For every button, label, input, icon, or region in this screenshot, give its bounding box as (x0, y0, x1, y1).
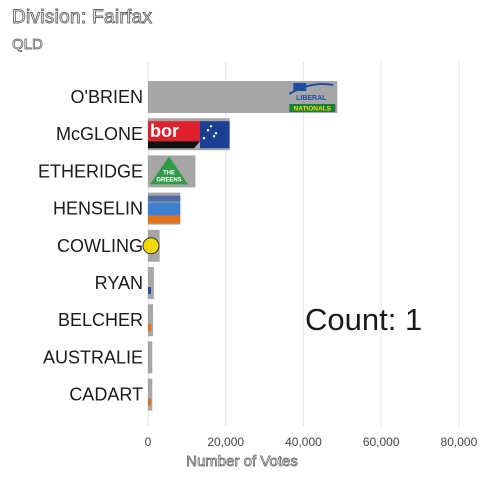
y-category-label: BELCHER (58, 310, 143, 330)
labor-logo: bor (148, 121, 230, 149)
greens-text-1: THE (163, 170, 175, 176)
y-category-label: COWLING (57, 236, 143, 256)
count-label: Count: 1 (305, 302, 423, 337)
x-tick-label: 60,000 (363, 435, 400, 449)
logo-circle (142, 237, 160, 255)
bar (148, 304, 154, 337)
bar (148, 267, 154, 299)
liberal-text: LIBERAL (296, 95, 327, 102)
liberal-nationals-logo: LIBERAL NATIONALS (284, 81, 337, 113)
logo-bottom-band (148, 215, 181, 224)
y-category-label: O'BRIEN (71, 87, 143, 107)
label-layer: 0 20,000 40,000 60,000 80,000 O'BRIEN McGLONE E… (38, 87, 478, 449)
x-tick-label: 80,000 (441, 435, 478, 449)
y-category-label: ETHERIDGE (38, 161, 143, 181)
y-category-label: McGLONE (56, 124, 143, 144)
x-tick-label: 40,000 (285, 435, 322, 449)
flag-star (206, 129, 210, 132)
labor-flag (200, 121, 230, 149)
labor-red-block (148, 121, 200, 142)
greens-text-2: GREENS (156, 177, 181, 183)
grid-layer (147, 62, 460, 426)
flag-star (212, 135, 216, 138)
flag-star (214, 132, 218, 135)
cowling-party-logo (142, 237, 160, 255)
bar (148, 378, 153, 411)
labor-text: bor (150, 121, 179, 141)
x-tick-label: 0 (145, 435, 152, 449)
y-category-label: HENSELIN (53, 199, 143, 219)
nationals-text: NATIONALS (294, 106, 332, 113)
flag-star (209, 125, 213, 128)
chart-title: Division: Fairfax (12, 7, 153, 29)
logo-mid-band (148, 202, 181, 216)
y-category-label: AUSTRALIE (43, 347, 143, 367)
labor-black-band (148, 141, 200, 149)
x-tick-label: 20,000 (207, 435, 244, 449)
y-category-label: RYAN (95, 273, 143, 293)
henselin-party-logo (148, 195, 181, 224)
greens-triangle (150, 156, 188, 185)
nationals-band (289, 104, 336, 112)
bar (148, 341, 153, 374)
minor-party-mark (148, 324, 151, 332)
minor-party-mark (148, 287, 151, 294)
chart-subtitle: QLD (12, 36, 44, 54)
swoosh (288, 83, 334, 95)
y-category-label: CADART (69, 385, 143, 405)
minor-party-mark (148, 398, 151, 406)
flag-mark (293, 83, 307, 91)
logo-top-band (148, 195, 181, 202)
x-axis-label: Number of Votes (186, 453, 298, 471)
flag-star (202, 137, 206, 140)
